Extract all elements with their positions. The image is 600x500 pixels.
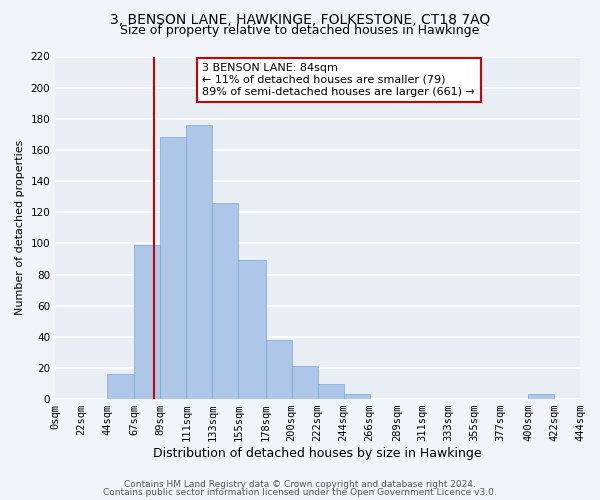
Bar: [317, 384, 344, 399]
Text: Contains public sector information licensed under the Open Government Licence v3: Contains public sector information licen…: [103, 488, 497, 497]
Y-axis label: Number of detached properties: Number of detached properties: [15, 140, 25, 316]
Bar: [134, 245, 160, 399]
Bar: [528, 394, 554, 399]
Bar: [238, 260, 266, 399]
Bar: [160, 138, 187, 399]
Bar: [266, 340, 292, 399]
Text: Size of property relative to detached houses in Hawkinge: Size of property relative to detached ho…: [121, 24, 479, 37]
Text: 3, BENSON LANE, HAWKINGE, FOLKESTONE, CT18 7AQ: 3, BENSON LANE, HAWKINGE, FOLKESTONE, CT…: [110, 12, 490, 26]
Bar: [344, 394, 370, 399]
Bar: [292, 366, 317, 399]
X-axis label: Distribution of detached houses by size in Hawkinge: Distribution of detached houses by size …: [153, 447, 482, 460]
Text: Contains HM Land Registry data © Crown copyright and database right 2024.: Contains HM Land Registry data © Crown c…: [124, 480, 476, 489]
Bar: [212, 203, 238, 399]
Text: 3 BENSON LANE: 84sqm
← 11% of detached houses are smaller (79)
89% of semi-detac: 3 BENSON LANE: 84sqm ← 11% of detached h…: [202, 64, 475, 96]
Bar: [187, 125, 212, 399]
Bar: [107, 374, 134, 399]
